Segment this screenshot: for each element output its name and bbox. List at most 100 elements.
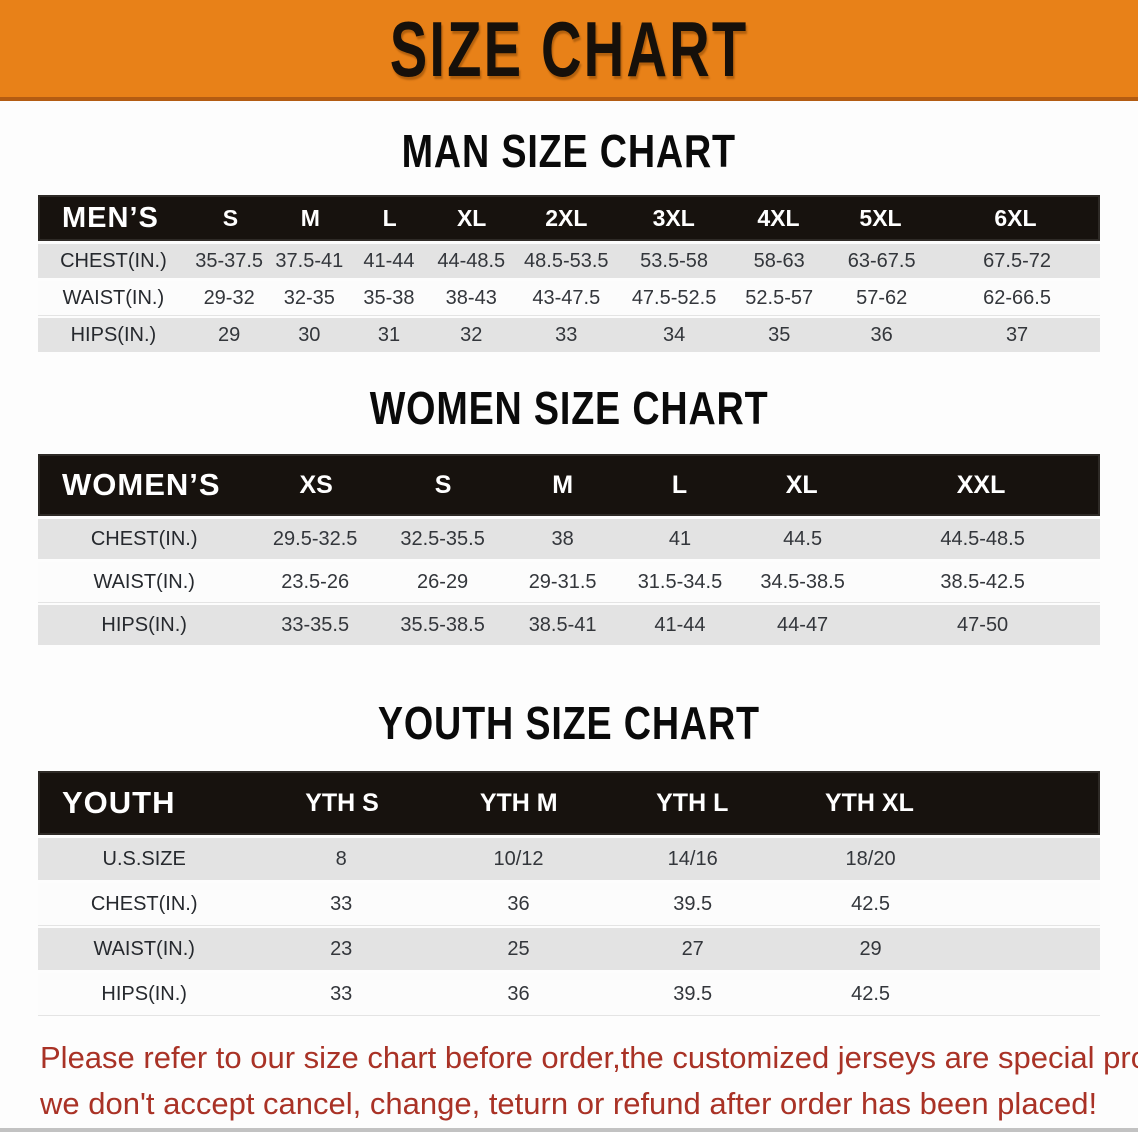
table-cell: 25 xyxy=(507,937,530,960)
women-section-heading-text: WOMEN SIZE CHART xyxy=(369,382,769,434)
youth-row-chest: CHEST(IN.) 33 36 39.5 42.5 xyxy=(38,883,1100,925)
table-cell: 31.5-34.5 xyxy=(637,570,723,593)
table-cell: 35-37.5 xyxy=(195,249,264,272)
table-cell: 36 xyxy=(507,982,530,1005)
banner: SIZE CHART xyxy=(0,0,1138,101)
youth-row-hips: HIPS(IN.) 33 36 39.5 42.5 xyxy=(38,973,1100,1015)
table-cell: 36 xyxy=(870,323,893,346)
table-cell: 44-47 xyxy=(777,613,829,636)
youth-section-heading-text: YOUTH SIZE CHART xyxy=(378,697,760,749)
women-size-table: WOMEN’S XS S M L XL XXL CHEST(IN.) 29.5-… xyxy=(38,454,1100,645)
table-cell: 37 xyxy=(1005,323,1029,346)
men-section-heading-text: MAN SIZE CHART xyxy=(401,125,737,177)
table-cell: 34.5-38.5 xyxy=(760,570,845,593)
table-cell: 33 xyxy=(330,982,353,1005)
row-label: CHEST(IN.) xyxy=(90,892,198,915)
table-cell: 38.5-41 xyxy=(528,613,597,636)
table-cell: 37.5-41 xyxy=(275,249,344,272)
women-col-xxl: XXL xyxy=(956,470,1006,499)
table-cell: 44.5-48.5 xyxy=(940,527,1025,550)
banner-title: SIZE CHART xyxy=(389,4,749,93)
table-cell: 23 xyxy=(330,937,353,960)
table-cell: 36 xyxy=(507,892,530,915)
table-cell: 10/12 xyxy=(493,847,544,870)
table-cell: 63-67.5 xyxy=(847,249,916,272)
table-cell: 39.5 xyxy=(673,982,713,1005)
bottom-rule xyxy=(0,1128,1138,1132)
women-row-chest: CHEST(IN.) 29.5-32.5 32.5-35.5 38 41 44.… xyxy=(38,519,1100,559)
table-cell: 29.5-32.5 xyxy=(272,527,358,550)
table-cell: 8 xyxy=(335,847,347,870)
row-label: HIPS(IN.) xyxy=(70,323,157,346)
row-label: HIPS(IN.) xyxy=(101,613,187,636)
table-cell: 62-66.5 xyxy=(983,286,1051,309)
disclaimer: Please refer to our size chart before or… xyxy=(40,1035,1138,1127)
men-group-label: MEN’S xyxy=(62,201,159,234)
men-col-4xl: 4XL xyxy=(757,204,800,231)
youth-size-table: YOUTH YTH S YTH M YTH L YTH XL U.S.SIZE … xyxy=(38,771,1100,1015)
women-col-xs: XS xyxy=(299,470,333,499)
row-label: WAIST(IN.) xyxy=(93,937,195,960)
table-cell: 38.5-42.5 xyxy=(940,570,1025,593)
youth-row-ussize: U.S.SIZE 8 10/12 14/16 18/20 xyxy=(38,838,1100,880)
women-col-s: S xyxy=(434,470,452,499)
men-col-m: M xyxy=(300,204,320,231)
table-cell: 18/20 xyxy=(845,847,896,870)
table-cell: 32 xyxy=(460,323,483,346)
table-cell: 29 xyxy=(859,937,882,960)
youth-section-heading: YOUTH SIZE CHART xyxy=(0,697,1138,749)
table-cell: 27 xyxy=(681,937,704,960)
men-col-xl: XL xyxy=(456,204,487,231)
table-cell: 23.5-26 xyxy=(281,570,350,593)
row-label: CHEST(IN.) xyxy=(60,249,167,272)
youth-group-label: YOUTH xyxy=(62,785,176,820)
table-cell: 42.5 xyxy=(851,892,891,915)
table-cell: 33 xyxy=(555,323,578,346)
men-section-heading: MAN SIZE CHART xyxy=(0,125,1138,177)
table-cell: 33-35.5 xyxy=(281,613,350,636)
table-cell: 32.5-35.5 xyxy=(400,527,485,550)
table-cell: 38 xyxy=(551,527,574,550)
table-cell: 67.5-72 xyxy=(983,249,1051,272)
men-table-header: MEN’S S M L XL 2XL 3XL 4XL 5XL 6XL xyxy=(38,195,1100,241)
youth-row-waist: WAIST(IN.) 23 25 27 29 xyxy=(38,928,1100,970)
table-cell: 53.5-58 xyxy=(640,249,708,272)
men-col-s: S xyxy=(222,204,239,231)
table-cell: 35-38 xyxy=(363,286,415,309)
table-cell: 14/16 xyxy=(667,847,718,870)
women-section-heading: WOMEN SIZE CHART xyxy=(0,382,1138,434)
men-col-2xl: 2XL xyxy=(545,204,588,231)
table-cell: 57-62 xyxy=(856,286,908,309)
youth-col-l: YTH L xyxy=(656,788,729,817)
row-label: WAIST(IN.) xyxy=(93,570,195,593)
table-cell: 47.5-52.5 xyxy=(631,286,717,309)
table-cell: 34 xyxy=(662,323,686,346)
row-label: U.S.SIZE xyxy=(102,847,186,870)
row-label: CHEST(IN.) xyxy=(90,527,198,550)
table-cell: 39.5 xyxy=(673,892,713,915)
men-col-l: L xyxy=(382,204,397,231)
women-table-header: WOMEN’S XS S M L XL XXL xyxy=(38,454,1100,516)
table-cell: 44-48.5 xyxy=(437,249,506,272)
row-label: HIPS(IN.) xyxy=(101,982,187,1005)
women-col-m: M xyxy=(552,470,574,499)
men-row-chest: CHEST(IN.) 35-37.5 37.5-41 41-44 44-48.5… xyxy=(38,244,1100,278)
table-cell: 43-47.5 xyxy=(532,286,601,309)
women-col-l: L xyxy=(671,470,688,499)
youth-table-header: YOUTH YTH S YTH M YTH L YTH XL xyxy=(38,771,1100,835)
men-col-3xl: 3XL xyxy=(652,204,695,231)
table-cell: 47-50 xyxy=(957,613,1009,636)
youth-col-m: YTH M xyxy=(479,788,558,817)
table-cell: 26-29 xyxy=(417,570,469,593)
women-row-waist: WAIST(IN.) 23.5-26 26-29 29-31.5 31.5-34… xyxy=(38,562,1100,602)
women-group-label: WOMEN’S xyxy=(62,467,221,502)
men-row-hips: HIPS(IN.) 29 30 31 32 33 34 35 36 37 xyxy=(38,318,1100,352)
row-label: WAIST(IN.) xyxy=(62,286,165,309)
men-size-table: MEN’S S M L XL 2XL 3XL 4XL 5XL 6XL CHEST… xyxy=(38,195,1100,352)
youth-col-xl: YTH XL xyxy=(824,788,914,817)
table-cell: 38-43 xyxy=(445,286,497,309)
table-cell: 41-44 xyxy=(363,249,415,272)
youth-col-s: YTH S xyxy=(305,788,379,817)
table-cell: 29-31.5 xyxy=(528,570,597,593)
